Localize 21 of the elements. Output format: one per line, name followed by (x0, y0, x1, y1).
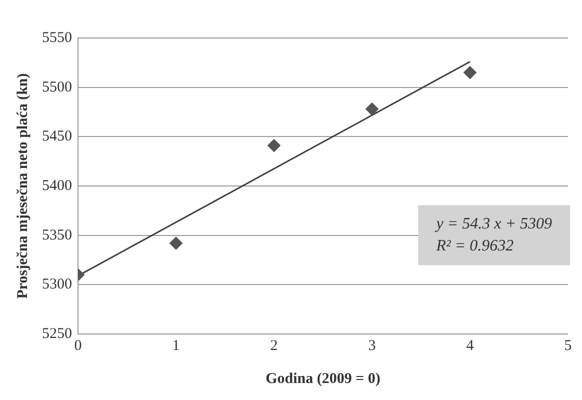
y-tick-label: 5250 (42, 326, 72, 342)
x-tick-label: 4 (466, 338, 474, 354)
y-axis-title: Prosječna mjesečna neto plaća (kn) (14, 73, 31, 299)
x-tick-label: 5 (564, 338, 572, 354)
point (170, 236, 182, 250)
point (464, 66, 476, 80)
y-tick-label: 5300 (42, 276, 72, 293)
x-tick-label: 1 (172, 338, 180, 354)
y-tick-label: 5400 (42, 178, 72, 194)
point (366, 102, 378, 116)
x-tick-label: 2 (270, 338, 278, 354)
x-axis-title: Godina (2009 = 0) (266, 370, 380, 387)
annotation: R² = 0.9632 (435, 237, 514, 254)
x-tick-label: 3 (368, 338, 376, 354)
y-tick-label: 5500 (42, 79, 72, 96)
y-tick-label: 5550 (42, 30, 72, 46)
y-tick-label: 5350 (42, 227, 72, 244)
y-tick-label: 5450 (42, 128, 72, 145)
x-tick-label: 0 (74, 338, 82, 354)
annotation: y = 54.3 x + 5309 (434, 215, 552, 232)
point (268, 139, 280, 152)
